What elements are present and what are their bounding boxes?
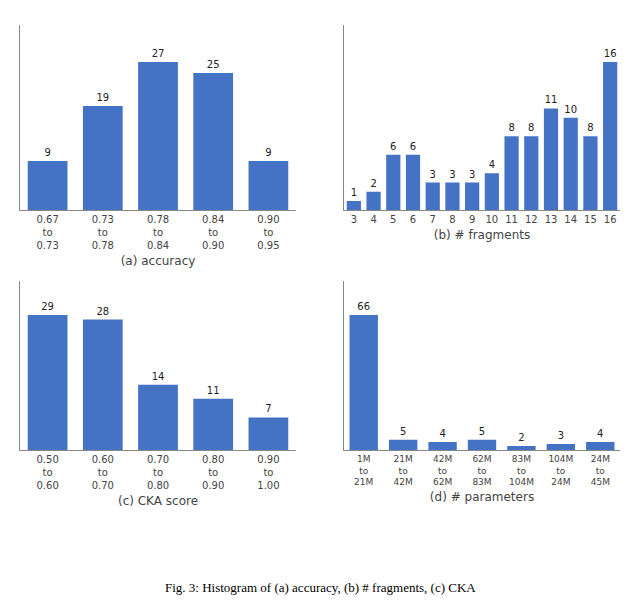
svg-text:1Mto21M: 1Mto21M: [354, 454, 373, 487]
svg-text:0.90to0.95: 0.90to0.95: [257, 214, 279, 251]
svg-text:11: 11: [207, 385, 220, 396]
svg-text:0.50to0.60: 0.50to0.60: [36, 454, 58, 491]
svg-text:4: 4: [597, 428, 603, 439]
svg-text:0.67to0.73: 0.67to0.73: [36, 214, 58, 251]
svg-text:12: 12: [525, 214, 538, 225]
svg-text:3: 3: [351, 214, 357, 225]
svg-text:27: 27: [152, 48, 165, 59]
svg-text:62Mto83M: 62Mto83M: [472, 454, 491, 487]
svg-text:4: 4: [439, 428, 445, 439]
svg-text:10: 10: [564, 104, 577, 115]
svg-text:25: 25: [207, 59, 220, 70]
svg-text:(d) # parameters: (d) # parameters: [430, 490, 534, 504]
svg-text:(a) accuracy: (a) accuracy: [121, 254, 196, 268]
svg-text:16: 16: [604, 214, 617, 225]
svg-text:3: 3: [449, 169, 455, 180]
svg-text:4: 4: [489, 159, 495, 170]
svg-text:9: 9: [265, 147, 271, 158]
svg-text:15: 15: [584, 214, 597, 225]
svg-text:19: 19: [96, 92, 109, 103]
svg-text:14: 14: [564, 214, 577, 225]
svg-text:3: 3: [430, 169, 436, 180]
svg-text:9: 9: [44, 147, 50, 158]
svg-text:11: 11: [505, 214, 518, 225]
svg-text:0.78to0.84: 0.78to0.84: [147, 214, 169, 251]
svg-text:14: 14: [152, 371, 165, 382]
svg-text:8: 8: [449, 214, 455, 225]
svg-text:(b) # fragments: (b) # fragments: [434, 228, 530, 242]
svg-text:0.60to0.70: 0.60to0.70: [92, 454, 114, 491]
svg-text:Fig. 3: Histogram of (a) accur: Fig. 3: Histogram of (a) accuracy, (b) #…: [165, 580, 476, 595]
svg-text:28: 28: [96, 306, 109, 317]
svg-text:3: 3: [469, 169, 475, 180]
svg-text:104Mto24M: 104Mto24M: [548, 454, 573, 487]
svg-text:6: 6: [390, 141, 396, 152]
svg-text:0.90to1.00: 0.90to1.00: [257, 454, 279, 491]
svg-text:7: 7: [265, 403, 271, 414]
svg-text:5: 5: [390, 214, 396, 225]
svg-text:0.70to0.80: 0.70to0.80: [147, 454, 169, 491]
svg-text:2: 2: [370, 178, 376, 189]
svg-text:10: 10: [485, 214, 498, 225]
svg-text:16: 16: [604, 48, 617, 59]
svg-text:21Mto42M: 21Mto42M: [394, 454, 413, 487]
svg-text:83Mto104M: 83Mto104M: [509, 454, 534, 487]
svg-text:0.84to0.90: 0.84to0.90: [202, 214, 224, 251]
svg-text:0.80to0.90: 0.80to0.90: [202, 454, 224, 491]
svg-text:29: 29: [41, 301, 54, 312]
svg-text:0.73to0.78: 0.73to0.78: [92, 214, 114, 251]
svg-text:42Mto62M: 42Mto62M: [433, 454, 452, 487]
svg-text:8: 8: [587, 122, 593, 133]
svg-text:6: 6: [410, 214, 416, 225]
svg-text:5: 5: [479, 426, 485, 437]
svg-text:(c) CKA score: (c) CKA score: [118, 494, 198, 508]
svg-text:2: 2: [518, 432, 524, 443]
svg-text:1: 1: [351, 187, 357, 198]
svg-text:6: 6: [410, 141, 416, 152]
svg-text:3: 3: [558, 430, 564, 441]
svg-text:9: 9: [469, 214, 475, 225]
svg-text:13: 13: [545, 214, 558, 225]
svg-text:24Mto45M: 24Mto45M: [591, 454, 610, 487]
svg-text:66: 66: [357, 301, 370, 312]
svg-text:8: 8: [528, 122, 534, 133]
svg-text:8: 8: [508, 122, 514, 133]
svg-text:4: 4: [370, 214, 376, 225]
svg-text:5: 5: [400, 426, 406, 437]
svg-text:11: 11: [545, 94, 558, 105]
svg-text:7: 7: [430, 214, 436, 225]
